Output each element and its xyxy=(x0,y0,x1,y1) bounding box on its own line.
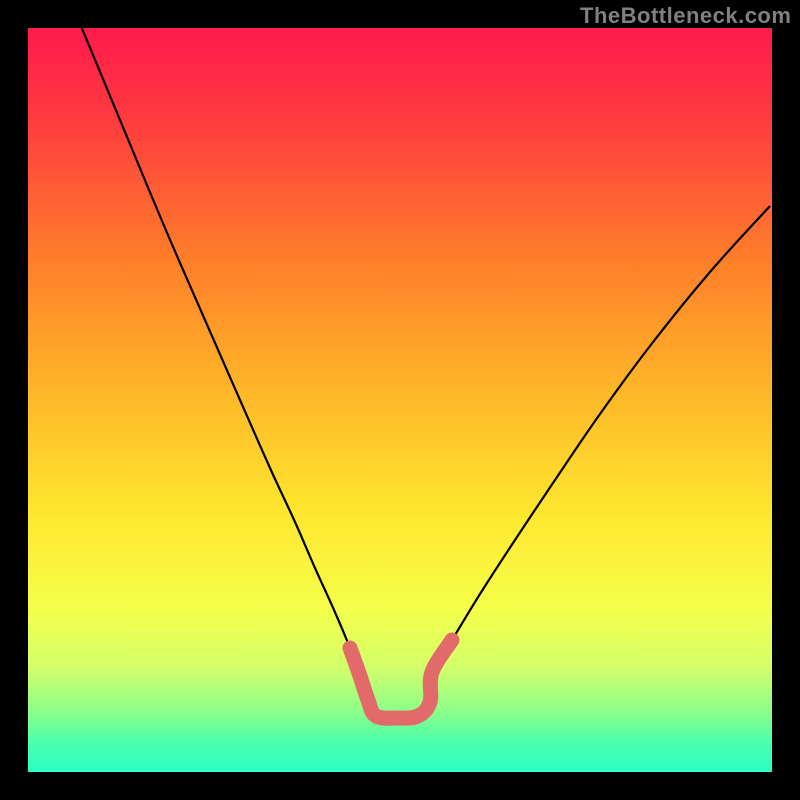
watermark-text: TheBottleneck.com xyxy=(580,3,791,29)
gradient-background xyxy=(28,28,772,772)
bottleneck-chart xyxy=(0,0,800,800)
